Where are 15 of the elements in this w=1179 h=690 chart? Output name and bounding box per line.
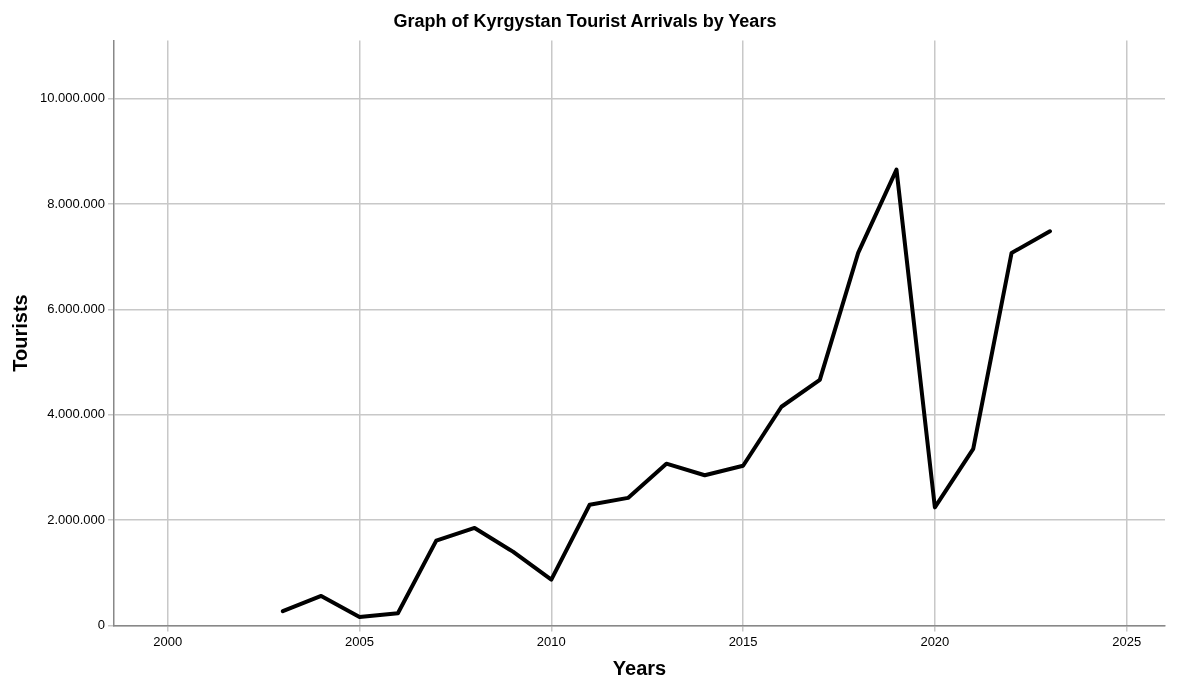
y-tick-label: 6.000.000 — [47, 300, 106, 316]
x-tick-label: 2025 — [1112, 633, 1142, 649]
y-tick-label: 0 — [97, 616, 106, 632]
y-axis-title: Tourists — [8, 294, 31, 372]
y-tick-label: 10.000.000 — [39, 90, 106, 106]
x-tick-label: 2000 — [153, 633, 183, 649]
y-tick-label: 4.000.000 — [47, 406, 106, 422]
chart-title: Graph of Kyrgystan Tourist Arrivals by Years — [393, 10, 777, 31]
x-tick-label: 2015 — [728, 633, 758, 649]
x-axis-title: Years — [612, 656, 667, 679]
x-tick-label: 2020 — [920, 633, 950, 649]
x-tick-label: 2010 — [536, 633, 566, 649]
x-tick-label: 2005 — [345, 633, 374, 649]
y-tick-label: 8.000.000 — [47, 195, 106, 211]
y-tick-label: 2.000.000 — [47, 511, 106, 527]
